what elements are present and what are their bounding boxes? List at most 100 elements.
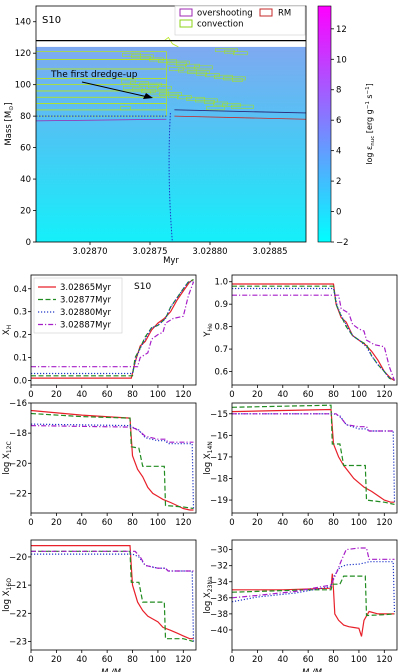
legend-rm-swatch: [259, 8, 273, 17]
xtick-label: 60: [102, 390, 113, 400]
ytick-label: −20: [9, 553, 27, 563]
panel-XO: 0 20 40 60 80 100 120 −20 −21 −22 −23 log X16O Mr/M⊙: [2, 539, 197, 672]
series-line: [232, 561, 396, 614]
ytick-label: −34: [210, 578, 228, 588]
xtick-label: 120: [376, 655, 392, 665]
xtick-label: 40: [76, 390, 87, 400]
colorbar-tick-label: 2: [336, 177, 341, 187]
panel-background: [232, 403, 397, 513]
ytick-label: −30: [210, 546, 228, 556]
series-line: [31, 281, 195, 368]
kippenhahn-ytick-label: 100: [15, 81, 31, 91]
xtick-label: 20: [51, 518, 62, 528]
ytick-label: 0.6: [214, 368, 228, 378]
kippenhahn-xlabel: Myr: [163, 256, 179, 266]
legend-convection-label: convection: [197, 20, 243, 30]
kippenhahn-xtick-label: 3.02875: [132, 247, 167, 257]
xtick-label: 40: [277, 655, 288, 665]
dredge-up-arrow: [81, 81, 149, 98]
panel-series: [232, 283, 396, 382]
series-line: [31, 425, 194, 443]
panel-frame: [30, 539, 197, 651]
xlabel: Mr/M⊙: [302, 668, 327, 672]
panel-frame: [231, 274, 398, 386]
ytick-label: −19: [210, 496, 228, 506]
panel-background: [31, 403, 196, 513]
xtick-label: 100: [150, 655, 166, 665]
xtick-label: 20: [252, 518, 263, 528]
ytick-label: −18: [210, 474, 228, 484]
rm-boundary-lower: [174, 115, 307, 120]
panel-series: [31, 279, 195, 379]
convection-cell: [206, 106, 225, 111]
ylabel: log X23Na: [203, 576, 214, 614]
ytick-label: −16: [210, 431, 228, 441]
ytick-label: −36: [210, 594, 228, 604]
colorbar: [317, 5, 332, 243]
xtick-label: 20: [51, 390, 62, 400]
xtick-label: 120: [175, 390, 191, 400]
panel-frame: [231, 539, 398, 651]
convection-cell: [215, 48, 238, 52]
xtick-label: 100: [150, 518, 166, 528]
xtick-label: 20: [51, 655, 62, 665]
xtick-label: 100: [150, 390, 166, 400]
ytick-label: −23: [9, 638, 27, 648]
kippenhahn-axes: 3.02870 3.02875 3.02880 3.02885 0 20 40 60 80 100…: [15, 18, 288, 257]
colorbar-tick-label: 6: [336, 116, 341, 126]
series-line: [232, 294, 396, 381]
ytick-label: 0.4: [13, 285, 27, 295]
colorbar-tick-label: −2: [336, 238, 349, 248]
xtick-label: 40: [76, 655, 87, 665]
legend-rm-label: RM: [278, 9, 291, 19]
convection-cell: [169, 67, 184, 71]
kippenhahn-heatmap-region: [36, 46, 306, 243]
legend-convection-swatch: [179, 19, 193, 28]
panel-series: [31, 409, 195, 511]
panel-XC: 0 20 40 60 80 100 120 −16 −18 −20 −22 log X12C: [2, 399, 197, 528]
panel-series: [31, 545, 195, 643]
xtick-label: 60: [303, 518, 314, 528]
convection-cell: [120, 106, 131, 111]
ylabel: log X14N: [203, 441, 214, 475]
series-line: [31, 281, 194, 375]
xtick-label: 0: [229, 390, 234, 400]
convection-cell: [122, 52, 141, 57]
series-line: [31, 279, 194, 379]
kippenhahn-legend: overshooting convection RM: [174, 5, 306, 36]
ylabel: log X16O: [2, 578, 13, 612]
abundance-panels: 0 20 40 60 80 100 120 0.0 0.1 0.2 0.3 0.4 XH S10 0 20 40…: [2, 274, 398, 672]
ytick-label: −32: [210, 562, 228, 572]
xtick-label: 60: [303, 655, 314, 665]
panel-YHe: 0 20 40 60 80 100 120 0.6 0.7 0.8 0.9 1.0 YHe: [203, 274, 398, 400]
kippenhahn-ylabel: Mass [M⊙]: [4, 102, 15, 145]
ytick-label: −21: [9, 581, 27, 591]
ytick-label: 1.0: [214, 278, 228, 288]
xtick-label: 60: [102, 655, 113, 665]
ytick-label: −18: [9, 429, 27, 439]
series-line: [31, 409, 194, 511]
kippenhahn-frame: [35, 5, 307, 243]
series-line: [31, 550, 194, 572]
xtick-label: 100: [351, 518, 367, 528]
ytick-label: 0.9: [214, 300, 228, 310]
ylabel: log X12C: [2, 441, 13, 474]
xlabel: Mr/M⊙: [101, 668, 126, 672]
kippenhahn-ytick-label: 60: [20, 144, 31, 154]
ytick-label: −20: [9, 459, 27, 469]
ytick-label: 0.1: [13, 354, 27, 364]
ylabel: YHe: [203, 323, 214, 338]
xtick-label: 20: [252, 390, 263, 400]
xtick-label: 80: [127, 390, 138, 400]
kippenhahn-ytick-label: 80: [20, 112, 31, 122]
xtick-label: 120: [376, 518, 392, 528]
xtick-label: 80: [328, 655, 339, 665]
series-line: [232, 547, 395, 599]
xtick-label: 40: [277, 390, 288, 400]
kippenhahn-boundaries: [35, 109, 307, 243]
xtick-label: 120: [376, 390, 392, 400]
series-line: [31, 279, 194, 377]
ylabel: XH: [2, 325, 13, 335]
xtick-label: 0: [229, 518, 234, 528]
colorbar-tick-label: 12: [336, 25, 347, 35]
